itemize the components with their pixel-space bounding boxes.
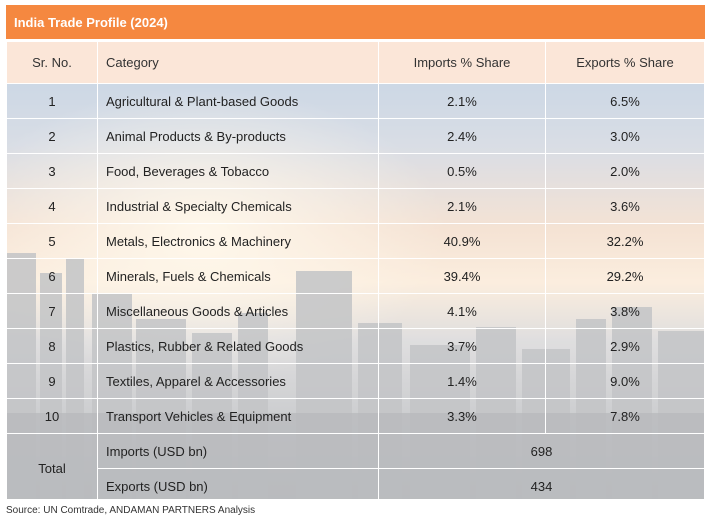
trade-table: Sr. No. Category Imports % Share Exports… [6,41,705,504]
total-imports-value: 698 [378,433,705,469]
row-category: Metals, Electronics & Machinery [97,223,379,259]
row-category: Agricultural & Plant-based Goods [97,83,379,119]
source-note: Source: UN Comtrade, ANDAMAN PARTNERS An… [6,505,256,516]
header-row: Sr. No. Category Imports % Share Exports… [6,41,705,84]
table-row: 6 Minerals, Fuels & Chemicals 39.4% 29.2… [6,258,705,294]
row-category: Industrial & Specialty Chemicals [97,188,379,224]
row-category: Food, Beverages & Tobacco [97,153,379,189]
header-sr-no: Sr. No. [6,41,98,84]
row-category: Textiles, Apparel & Accessories [97,363,379,399]
row-imports: 4.1% [378,293,546,329]
row-number: 3 [6,153,98,189]
table-row: 8 Plastics, Rubber & Related Goods 3.7% … [6,328,705,364]
row-number: 6 [6,258,98,294]
trade-profile-panel: India Trade Profile (2024) [6,5,705,504]
total-row-exports: Exports (USD bn) 434 [7,468,705,504]
row-category: Minerals, Fuels & Chemicals [97,258,379,294]
row-number: 1 [6,83,98,119]
row-number: 4 [6,188,98,224]
table-title: India Trade Profile (2024) [6,5,705,39]
row-exports: 2.9% [545,328,705,364]
table-row: 9 Textiles, Apparel & Accessories 1.4% 9… [6,363,705,399]
table-row: 10 Transport Vehicles & Equipment 3.3% 7… [6,398,705,434]
row-category: Miscellaneous Goods & Articles [97,293,379,329]
total-row-imports: Total Imports (USD bn) 698 [6,433,705,504]
row-number: 9 [6,363,98,399]
total-label: Total [6,433,98,504]
row-exports: 29.2% [545,258,705,294]
row-imports: 2.4% [378,118,546,154]
row-exports: 3.0% [545,118,705,154]
row-exports: 6.5% [545,83,705,119]
table-row: 1 Agricultural & Plant-based Goods 2.1% … [6,83,705,119]
row-number: 2 [6,118,98,154]
total-exports-label: Exports (USD bn) [97,468,379,504]
table-row: 2 Animal Products & By-products 2.4% 3.0… [6,118,705,154]
row-imports: 39.4% [378,258,546,294]
row-imports: 3.7% [378,328,546,364]
row-number: 10 [6,398,98,434]
table-row: 7 Miscellaneous Goods & Articles 4.1% 3.… [6,293,705,329]
row-imports: 2.1% [378,83,546,119]
row-exports: 2.0% [545,153,705,189]
total-imports-label: Imports (USD bn) [97,433,379,469]
row-number: 5 [6,223,98,259]
header-category: Category [97,41,379,84]
row-imports: 2.1% [378,188,546,224]
row-exports: 32.2% [545,223,705,259]
total-exports-value: 434 [378,468,705,504]
table-row: 3 Food, Beverages & Tobacco 0.5% 2.0% [6,153,705,189]
row-exports: 9.0% [545,363,705,399]
table-row: 4 Industrial & Specialty Chemicals 2.1% … [6,188,705,224]
row-exports: 7.8% [545,398,705,434]
header-imports-share: Imports % Share [378,41,546,84]
row-imports: 0.5% [378,153,546,189]
row-imports: 40.9% [378,223,546,259]
header-exports-share: Exports % Share [545,41,705,84]
row-number: 7 [6,293,98,329]
row-category: Plastics, Rubber & Related Goods [97,328,379,364]
table-row: 5 Metals, Electronics & Machinery 40.9% … [6,223,705,259]
row-exports: 3.8% [545,293,705,329]
row-imports: 1.4% [378,363,546,399]
row-number: 8 [6,328,98,364]
row-imports: 3.3% [378,398,546,434]
row-category: Animal Products & By-products [97,118,379,154]
row-category: Transport Vehicles & Equipment [97,398,379,434]
row-exports: 3.6% [545,188,705,224]
